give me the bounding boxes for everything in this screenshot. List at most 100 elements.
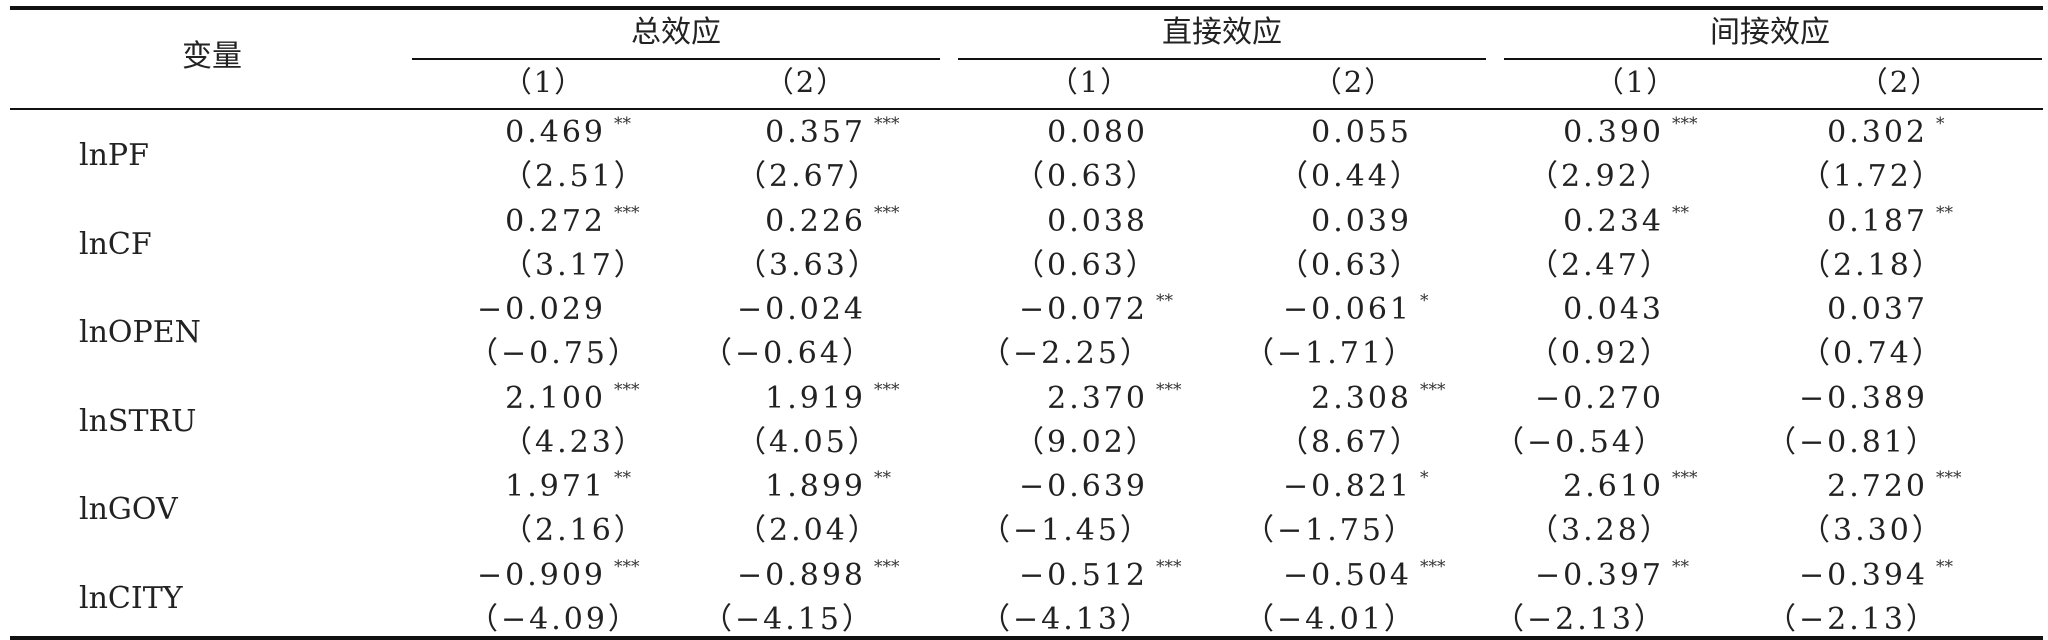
coefficient-value: 0.080 — [1047, 115, 1148, 150]
coefficient-value: 0.226 — [765, 203, 866, 239]
t-statistic: （−2.13） — [1494, 601, 1667, 637]
coefficient-value: −0.270 — [1534, 380, 1664, 416]
coefficient-value: 0.272 — [505, 203, 606, 239]
column-header: （1） — [502, 65, 586, 99]
coefficient-value: 1.899 — [765, 469, 866, 504]
significance-stars: ** — [1156, 291, 1173, 311]
t-statistic: （−4.01） — [1244, 601, 1417, 637]
column-header: （2） — [764, 65, 848, 99]
group-rule-total — [412, 58, 940, 60]
coefficient-value: 2.720 — [1827, 469, 1928, 504]
coefficient-value: 0.055 — [1311, 115, 1412, 150]
t-statistic: （0.92） — [1528, 336, 1673, 371]
coefficient-value: −0.821 — [1282, 469, 1412, 504]
table-header-rule — [10, 108, 2043, 110]
coefficient-value: −0.504 — [1282, 557, 1412, 593]
t-statistic: （−0.81） — [1766, 424, 1939, 460]
coefficient-value: 0.038 — [1047, 203, 1148, 239]
variable-name: lnCITY — [79, 580, 183, 616]
t-statistic: （4.05） — [736, 424, 881, 460]
coefficient-value: −0.389 — [1798, 380, 1928, 416]
coefficient-value: −0.024 — [736, 292, 866, 327]
t-statistic: （−4.15） — [702, 601, 875, 637]
t-statistic: （−1.75） — [1244, 513, 1417, 548]
column-header: （2） — [1858, 65, 1942, 99]
coefficient-value: −0.061 — [1282, 292, 1412, 327]
variable-name: lnGOV — [79, 492, 178, 527]
significance-stars: ** — [1936, 556, 1953, 577]
t-statistic: （4.23） — [502, 424, 647, 460]
coefficient-value: 1.919 — [765, 380, 866, 416]
t-statistic: （3.28） — [1528, 513, 1673, 548]
coefficient-value: 2.370 — [1047, 380, 1148, 416]
significance-stars: *** — [614, 379, 640, 400]
table-top-rule — [10, 6, 2043, 10]
coefficient-value: −0.909 — [476, 557, 606, 593]
column-header: （1） — [1594, 65, 1678, 99]
t-statistic: （3.17） — [502, 247, 647, 283]
coefficient-value: 0.302 — [1827, 115, 1928, 150]
variable-name: lnSTRU — [79, 403, 197, 439]
significance-stars: *** — [874, 556, 900, 577]
t-statistic: （0.44） — [1278, 159, 1423, 194]
t-statistic: （2.18） — [1800, 247, 1945, 283]
coefficient-value: 0.187 — [1827, 203, 1928, 239]
t-statistic: （1.72） — [1800, 159, 1945, 194]
significance-stars: ** — [614, 114, 631, 134]
t-statistic: （−0.54） — [1494, 424, 1667, 460]
significance-stars: *** — [1420, 379, 1446, 400]
coefficient-value: −0.394 — [1798, 557, 1928, 593]
t-statistic: （2.47） — [1528, 247, 1673, 283]
table-bottom-rule — [10, 636, 2043, 640]
variable-name: lnCF — [79, 226, 152, 262]
significance-stars: *** — [874, 202, 900, 223]
significance-stars: *** — [1156, 379, 1182, 400]
t-statistic: （−1.45） — [980, 513, 1153, 548]
t-statistic: （0.74） — [1800, 336, 1945, 371]
coefficient-value: 0.039 — [1311, 203, 1412, 239]
coefficient-value: 2.308 — [1311, 380, 1412, 416]
t-statistic: （2.16） — [502, 513, 647, 548]
coefficient-value: 0.043 — [1563, 292, 1664, 327]
group-header-direct: 直接效应 — [1162, 15, 1282, 50]
coefficient-value: 0.390 — [1563, 115, 1664, 150]
group-rule-indirect — [1504, 58, 2042, 60]
significance-stars: ** — [1936, 202, 1953, 223]
coefficient-value: −0.512 — [1018, 557, 1148, 593]
column-header: （2） — [1312, 65, 1396, 99]
coefficient-value: 2.610 — [1563, 469, 1664, 504]
variable-header: 变量 — [182, 39, 242, 74]
significance-stars: ** — [874, 468, 891, 488]
t-statistic: （3.63） — [736, 247, 881, 283]
t-statistic: （−2.25） — [980, 336, 1153, 371]
t-statistic: （2.92） — [1528, 159, 1673, 194]
coefficient-value: 1.971 — [505, 469, 606, 504]
t-statistic: （3.30） — [1800, 513, 1945, 548]
significance-stars: *** — [614, 556, 640, 577]
significance-stars: * — [1420, 468, 1429, 488]
significance-stars: * — [1420, 291, 1429, 311]
significance-stars: ** — [614, 468, 631, 488]
t-statistic: （2.51） — [502, 159, 647, 194]
coefficient-value: 0.234 — [1563, 203, 1664, 239]
group-rule-direct — [958, 58, 1486, 60]
coefficient-value: −0.072 — [1018, 292, 1148, 327]
t-statistic: （−1.71） — [1244, 336, 1417, 371]
significance-stars: *** — [874, 114, 900, 134]
group-header-indirect: 间接效应 — [1710, 15, 1830, 50]
t-statistic: （9.02） — [1014, 424, 1159, 460]
coefficient-value: −0.639 — [1018, 469, 1148, 504]
significance-stars: *** — [1156, 556, 1182, 577]
t-statistic: （−2.13） — [1766, 601, 1939, 637]
coefficient-value: −0.397 — [1534, 557, 1664, 593]
t-statistic: （8.67） — [1278, 424, 1423, 460]
t-statistic: （−0.75） — [468, 336, 641, 371]
group-header-total: 总效应 — [631, 15, 721, 50]
coefficient-value: 0.469 — [505, 115, 606, 150]
t-statistic: （2.67） — [736, 159, 881, 194]
significance-stars: ** — [1672, 556, 1689, 577]
t-statistic: （2.04） — [736, 513, 881, 548]
significance-stars: *** — [1672, 114, 1698, 134]
t-statistic: （0.63） — [1278, 247, 1423, 283]
significance-stars: * — [1936, 114, 1945, 134]
